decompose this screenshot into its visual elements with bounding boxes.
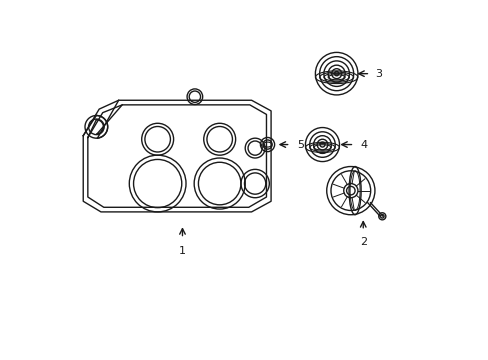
- Text: 4: 4: [360, 140, 367, 149]
- Text: 5: 5: [296, 140, 304, 149]
- Text: 1: 1: [179, 246, 185, 256]
- Text: 2: 2: [359, 237, 366, 247]
- Text: 3: 3: [375, 69, 382, 79]
